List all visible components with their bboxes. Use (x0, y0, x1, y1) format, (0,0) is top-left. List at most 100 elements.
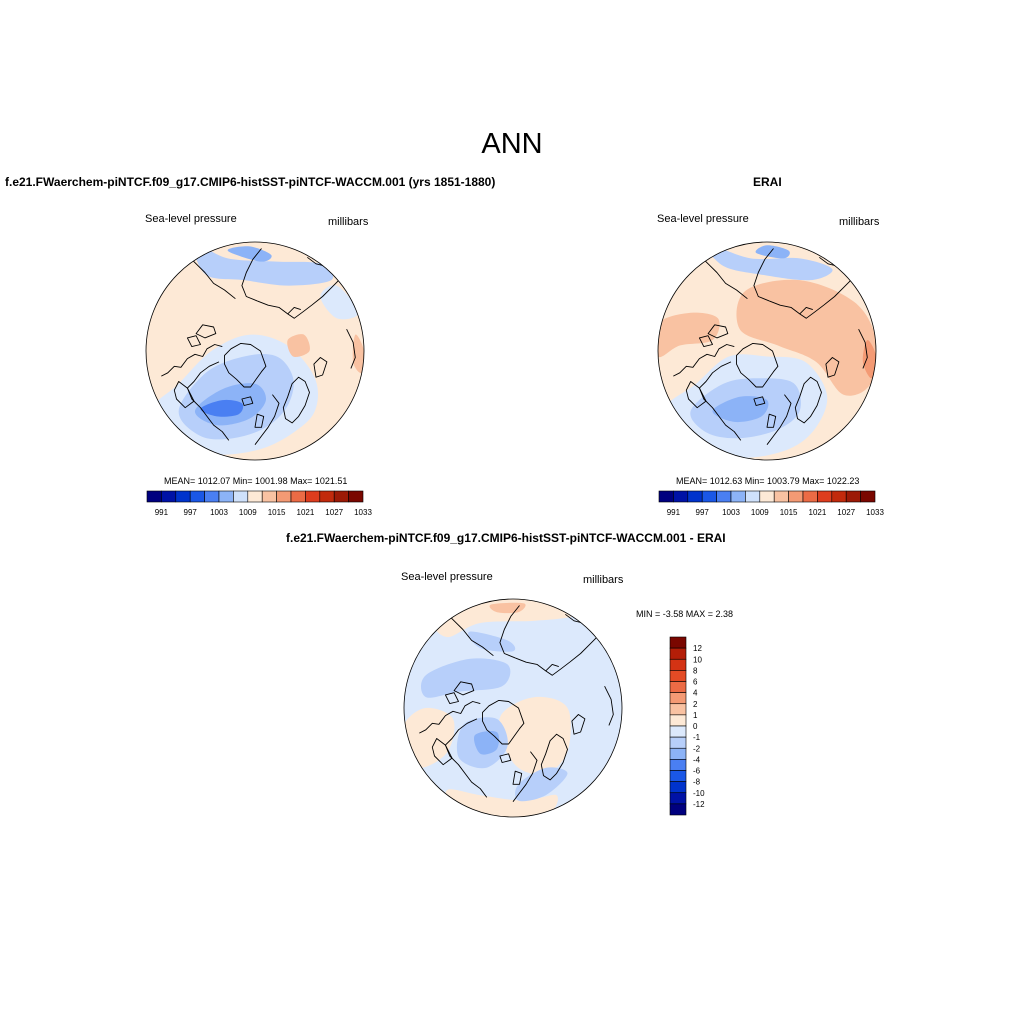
panel-2-stats: MEAN= 1012.63 Min= 1003.79 Max= 1022.23 (676, 476, 860, 486)
coastline (698, 361, 742, 441)
colorbar-tick-label: -8 (693, 778, 701, 787)
colorbar-swatch (333, 490, 349, 503)
colorbar-swatch (845, 490, 861, 503)
panel-3-map (403, 598, 623, 818)
coastline (673, 344, 735, 377)
coastline (701, 256, 748, 300)
colorbar-swatch (204, 490, 220, 503)
colorbar-swatch (669, 759, 687, 771)
panel-1-stats: MEAN= 1012.07 Min= 1001.98 Max= 1021.51 (164, 476, 348, 486)
coastline (515, 635, 599, 676)
coastline (698, 335, 713, 348)
colorbar-tick-label: 1015 (268, 508, 286, 517)
colorbar-tick-label: -2 (693, 744, 701, 753)
contour-region (658, 312, 720, 358)
colorbar-tick-label: 1027 (837, 508, 855, 517)
colorbar-swatch (669, 792, 687, 805)
coastline (512, 751, 538, 802)
coastline (419, 701, 481, 734)
panel-2-title: ERAI (753, 175, 782, 189)
coastline (753, 396, 766, 406)
colorbar-tick-label: 997 (696, 508, 710, 517)
colorbar-tick-label: 6 (693, 678, 698, 687)
colorbar-swatch (669, 736, 687, 749)
colorbar-swatch (759, 490, 775, 503)
contour-region (420, 658, 511, 698)
colorbar-tick-label: 1033 (866, 508, 884, 517)
colorbar-tick-label: 1021 (809, 508, 827, 517)
contour-region (468, 631, 516, 652)
colorbar-tick-label: 1009 (239, 508, 257, 517)
coastline (431, 738, 453, 766)
colorbar-tick-label: -12 (693, 800, 705, 809)
colorbar-swatch (669, 692, 687, 705)
colorbar-swatch (701, 490, 717, 503)
coastline (346, 328, 356, 369)
colorbar-swatch (860, 490, 876, 503)
coastline (195, 324, 217, 339)
colorbar-tick-label: 1003 (722, 508, 740, 517)
coastline (444, 692, 459, 705)
colorbar-tick-label: -10 (693, 789, 705, 798)
colorbar-swatch (669, 747, 687, 760)
colorbar-tick-label: -1 (693, 733, 701, 742)
colorbar-swatch (305, 490, 321, 503)
coastline (189, 256, 236, 300)
colorbar-swatch (687, 490, 703, 503)
coastline (444, 718, 488, 798)
contour-region (712, 396, 769, 423)
coastline (604, 685, 614, 726)
colorbar-swatch (669, 803, 687, 816)
colorbar-swatch (716, 490, 732, 503)
colorbar-swatch (673, 490, 689, 503)
colorbar-swatch (261, 490, 277, 503)
contour-region (755, 245, 790, 259)
panel-1-colorbar: 991 997 1003 1009 1015 1021 1027 1033 (146, 490, 372, 517)
panel-1-map (145, 241, 365, 461)
colorbar-swatch (669, 725, 687, 738)
panel-2-units-label: millibars (839, 216, 880, 228)
coastline (482, 699, 525, 745)
colorbar-swatch (669, 681, 687, 693)
contour-region (404, 707, 455, 768)
colorbar-tick-label: 1003 (210, 508, 228, 517)
colorbar-swatch (669, 703, 687, 716)
map-border (403, 598, 623, 818)
colorbar-tick-label: 12 (693, 644, 702, 653)
coastline (766, 394, 792, 445)
coastline (499, 753, 512, 763)
colorbar-tick-label: 0 (693, 722, 698, 731)
colorbar-swatch (745, 490, 761, 503)
coastline (224, 342, 267, 388)
coastline (186, 335, 201, 348)
colorbar-tick-label: 997 (184, 508, 198, 517)
coastline (799, 306, 813, 315)
colorbar-tick-label: 1015 (780, 508, 798, 517)
colorbar-tick-label: 4 (693, 689, 698, 698)
coastline (769, 278, 853, 319)
coastline (453, 681, 475, 696)
colorbar-swatch (730, 490, 746, 503)
panel-3-stats: MIN = -3.58 MAX = 2.38 (636, 609, 734, 619)
contour-region (736, 279, 876, 396)
colorbar-swatch (189, 490, 205, 503)
colorbar-tick-label: 1009 (751, 508, 769, 517)
colorbar-swatch (669, 670, 687, 682)
panel-1-units-label: millibars (328, 216, 369, 228)
colorbar-tick-label: 8 (693, 666, 698, 675)
coastline (571, 714, 586, 735)
colorbar-swatch (802, 490, 818, 503)
colorbar-tick-label: 2 (693, 700, 698, 709)
colorbar-tick-label: -4 (693, 755, 701, 764)
coastline (736, 342, 779, 388)
contour-region (473, 730, 500, 755)
coastline (282, 376, 310, 424)
panel-2-variable-label: Sea-level pressure (657, 213, 749, 225)
contour-region (498, 696, 571, 775)
colorbar-swatch (161, 490, 177, 503)
coastline (241, 248, 262, 302)
coastline (499, 605, 520, 659)
coastline (241, 396, 254, 406)
coastline (545, 663, 559, 672)
